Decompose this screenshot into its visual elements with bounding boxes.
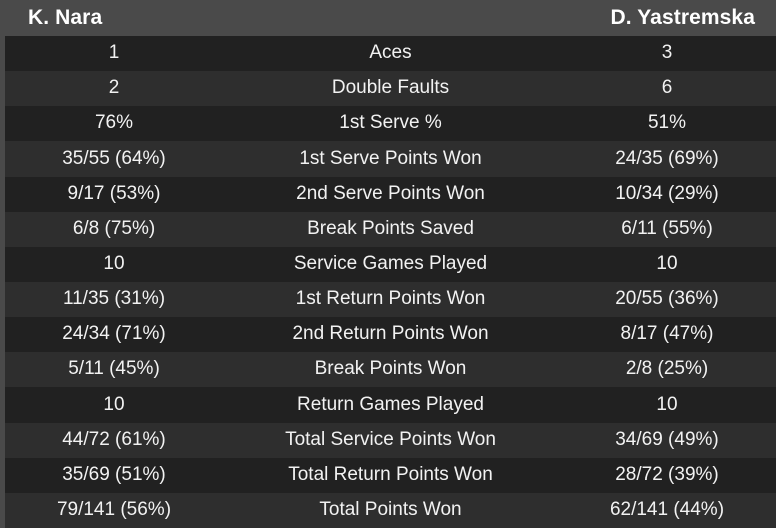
away-stat-value: 8/17 (47%) bbox=[620, 324, 714, 345]
away-stat-value: 10 bbox=[656, 253, 678, 274]
away-stat-value: 24/35 (69%) bbox=[615, 148, 719, 169]
home-stat-value: 10 bbox=[103, 253, 125, 274]
stat-label: Double Faults bbox=[331, 78, 450, 99]
players-header: K. Nara D. Yastremska bbox=[0, 0, 776, 36]
stat-row: 9/17 (53%) 2nd Serve Points Won 10/34 (29%… bbox=[5, 176, 776, 212]
home-stat-value: 2 bbox=[108, 78, 120, 99]
home-stat-value: 10 bbox=[103, 394, 125, 415]
stat-row: 35/69 (51%) Total Return Points Won 28/72 … bbox=[5, 457, 776, 493]
away-stat-value: 10/34 (29%) bbox=[615, 183, 719, 204]
home-stat-value: 5/11 (45%) bbox=[68, 359, 160, 380]
home-stat-value: 35/69 (51%) bbox=[62, 464, 166, 485]
stat-row: 35/55 (64%) 1st Serve Points Won 24/35 (69… bbox=[5, 141, 776, 177]
stat-row: 79/141 (56%) Total Points Won 62/141 (44%) bbox=[5, 492, 776, 528]
away-stat-value: 51% bbox=[647, 113, 687, 134]
stat-label: Aces bbox=[369, 43, 412, 64]
stat-row: 76% 1st Serve % 51% bbox=[5, 106, 776, 142]
stat-row: 1 Aces 3 bbox=[5, 36, 776, 72]
home-stat-value: 6/8 (75%) bbox=[72, 218, 156, 239]
stat-row: 44/72 (61%) Total Service Points Won 34/69… bbox=[5, 422, 776, 458]
home-stat-value: 24/34 (71%) bbox=[62, 324, 166, 345]
statistics-rows: 1 Aces 3 2 Double Faults 6 76% 1st Serve % 51% 35… bbox=[0, 36, 776, 528]
stat-row: 11/35 (31%) 1st Return Points Won 20/55 (3… bbox=[5, 281, 776, 318]
away-stat-value: 20/55 (36%) bbox=[615, 289, 719, 310]
stat-label: 2nd Return Points Won bbox=[292, 324, 489, 345]
stat-label: Total Service Points Won bbox=[285, 429, 496, 450]
stat-label: Break Points Won bbox=[314, 359, 467, 380]
stat-label: Total Return Points Won bbox=[288, 464, 493, 485]
away-player-name: D. Yastremska bbox=[610, 6, 755, 29]
home-stat-value: 44/72 (61%) bbox=[62, 429, 166, 450]
stat-row: 24/34 (71%) 2nd Return Points Won 8/17 (47… bbox=[5, 317, 776, 353]
away-stat-value: 6 bbox=[661, 78, 673, 99]
home-stat-value: 35/55 (64%) bbox=[62, 148, 166, 169]
stat-label: Break Points Saved bbox=[307, 218, 474, 239]
stat-row: 10 Service Games Played 10 bbox=[5, 246, 776, 282]
home-player-name: K. Nara bbox=[28, 6, 103, 29]
home-stat-value: 11/35 (31%) bbox=[62, 289, 166, 310]
home-stat-value: 76% bbox=[94, 113, 134, 134]
away-stat-value: 62/141 (44%) bbox=[609, 499, 725, 520]
home-stat-value: 9/17 (53%) bbox=[67, 183, 161, 204]
home-stat-value: 1 bbox=[108, 43, 120, 64]
stat-label: 1st Serve Points Won bbox=[299, 148, 482, 169]
stat-label: 1st Return Points Won bbox=[295, 289, 486, 310]
stat-row: 10 Return Games Played 10 bbox=[5, 387, 776, 423]
away-stat-value: 34/69 (49%) bbox=[615, 429, 719, 450]
away-stat-value: 6/11 (55%) bbox=[621, 218, 713, 239]
away-stat-value: 28/72 (39%) bbox=[615, 464, 719, 485]
stat-row: 2 Double Faults 6 bbox=[5, 71, 776, 107]
stat-label: Return Games Played bbox=[297, 394, 484, 415]
stat-row: 5/11 (45%) Break Points Won 2/8 (25%) bbox=[5, 352, 776, 388]
stat-row: 6/8 (75%) Break Points Saved 6/11 (55%) bbox=[5, 211, 776, 247]
away-stat-value: 3 bbox=[661, 43, 673, 64]
away-stat-value: 10 bbox=[656, 394, 678, 415]
home-stat-value: 79/141 (56%) bbox=[56, 499, 172, 520]
stat-label: 1st Serve % bbox=[339, 113, 442, 134]
stat-label: Total Points Won bbox=[319, 499, 462, 520]
away-stat-value: 2/8 (25%) bbox=[625, 359, 709, 380]
stat-label: Service Games Played bbox=[293, 253, 488, 274]
stat-label: 2nd Serve Points Won bbox=[296, 183, 485, 204]
